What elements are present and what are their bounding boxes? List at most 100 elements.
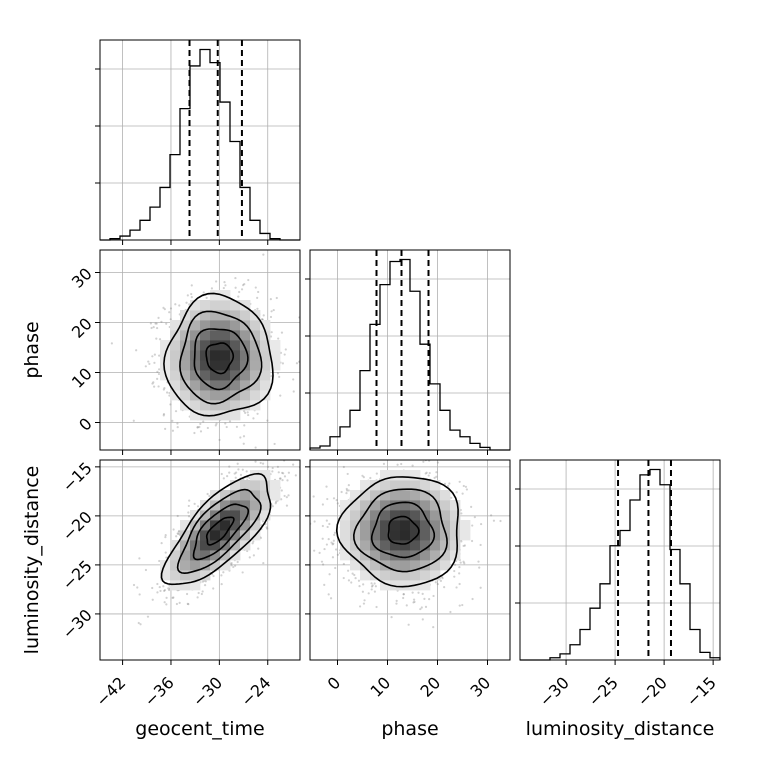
scatter-point: [455, 491, 458, 494]
density-cell: [160, 340, 171, 351]
density-cell: [180, 380, 191, 391]
scatter-point: [463, 562, 466, 565]
scatter-point: [373, 590, 377, 593]
scatter-point: [151, 586, 154, 590]
scatter-point: [428, 471, 431, 475]
density-cell: [180, 570, 191, 581]
scatter-point: [246, 549, 249, 553]
scatter-point: [174, 410, 178, 413]
scatter-point: [262, 561, 265, 565]
density-cell: [170, 390, 181, 401]
scatter-point: [458, 604, 461, 607]
density-cell: [350, 530, 361, 541]
density-cell: [230, 400, 241, 411]
density-cell: [220, 300, 231, 311]
scatter-point: [432, 626, 435, 629]
density-cell: [340, 500, 351, 511]
scatter-point: [276, 465, 279, 469]
hist-panel-bg: [520, 460, 720, 660]
scatter-point: [172, 596, 175, 599]
scatter-point: [201, 590, 204, 593]
scatter-point: [492, 519, 496, 522]
density-cell: [250, 380, 261, 391]
density-cell: [220, 370, 231, 381]
scatter-point: [247, 278, 250, 282]
scatter-point: [169, 403, 172, 406]
scatter-point: [453, 569, 456, 573]
contour-level: [335, 476, 459, 588]
scatter-point: [165, 556, 168, 559]
scatter-point: [223, 281, 226, 284]
density-cell: [440, 550, 451, 561]
density-geocent_time-phase: [110, 253, 300, 449]
scatter-point: [350, 581, 353, 584]
scatter-point: [151, 382, 154, 385]
scatter-point: [370, 588, 373, 591]
scatter-point: [345, 489, 349, 492]
scatter-point: [206, 426, 209, 430]
scatter-point: [146, 615, 150, 618]
density-cell: [200, 500, 211, 511]
density-cell: [390, 510, 401, 521]
density-cell: [170, 360, 181, 371]
scatter-point: [332, 497, 336, 500]
scatter-point: [162, 306, 165, 309]
scatter-point: [234, 286, 237, 289]
density-cell: [200, 370, 211, 381]
scatter-point: [159, 589, 162, 593]
contour-level: [352, 488, 448, 573]
density-cell: [420, 530, 431, 541]
density-cell: [190, 580, 201, 591]
density-cell: [430, 510, 441, 521]
density-cell: [450, 510, 461, 521]
scatter-point: [412, 598, 416, 601]
density-cell: [210, 560, 221, 571]
scatter-point: [202, 420, 205, 423]
scatter-point: [254, 460, 257, 463]
scatter-point: [152, 381, 155, 384]
scatter-point: [266, 419, 269, 422]
scatter-point: [283, 475, 287, 478]
density-cell: [170, 570, 181, 581]
scatter-point: [154, 322, 157, 325]
density-cell: [250, 390, 261, 401]
scatter-point: [342, 465, 345, 469]
scatter-point: [333, 531, 337, 534]
scatter-point: [327, 538, 330, 541]
density-geocent_time-luminosity_distance: [132, 460, 300, 626]
scatter-point: [480, 522, 483, 526]
density-cell: [190, 330, 201, 341]
scatter-point: [166, 391, 169, 394]
scatter-point: [294, 474, 297, 477]
scatter-point: [335, 548, 338, 551]
density-cell: [170, 370, 181, 381]
scatter-point: [295, 362, 299, 365]
density-cell: [230, 410, 241, 421]
scatter-point: [196, 596, 199, 599]
scatter-point: [473, 516, 476, 519]
scatter-point: [318, 551, 321, 554]
density-cell: [200, 570, 211, 581]
density-cell: [360, 540, 371, 551]
density-cell: [240, 530, 251, 541]
density-cell: [430, 550, 441, 561]
scatter-point: [478, 566, 481, 569]
scatter-point: [196, 426, 199, 429]
density-cell: [220, 560, 231, 571]
density-cell: [240, 340, 251, 351]
scatter-point: [153, 385, 156, 388]
scatter-point: [158, 338, 162, 341]
density-cell: [420, 570, 431, 581]
scatter-point: [153, 361, 156, 364]
scatter-point: [151, 598, 154, 601]
density-cell: [410, 510, 421, 521]
density-cell: [240, 350, 251, 361]
scatter-point: [171, 596, 174, 599]
scatter-point: [220, 583, 223, 586]
density-cell: [440, 530, 451, 541]
scatter-point: [162, 413, 166, 416]
density-cell: [230, 310, 241, 321]
scatter-point: [178, 601, 181, 604]
scatter-point: [271, 466, 274, 470]
scatter-point: [470, 505, 473, 508]
